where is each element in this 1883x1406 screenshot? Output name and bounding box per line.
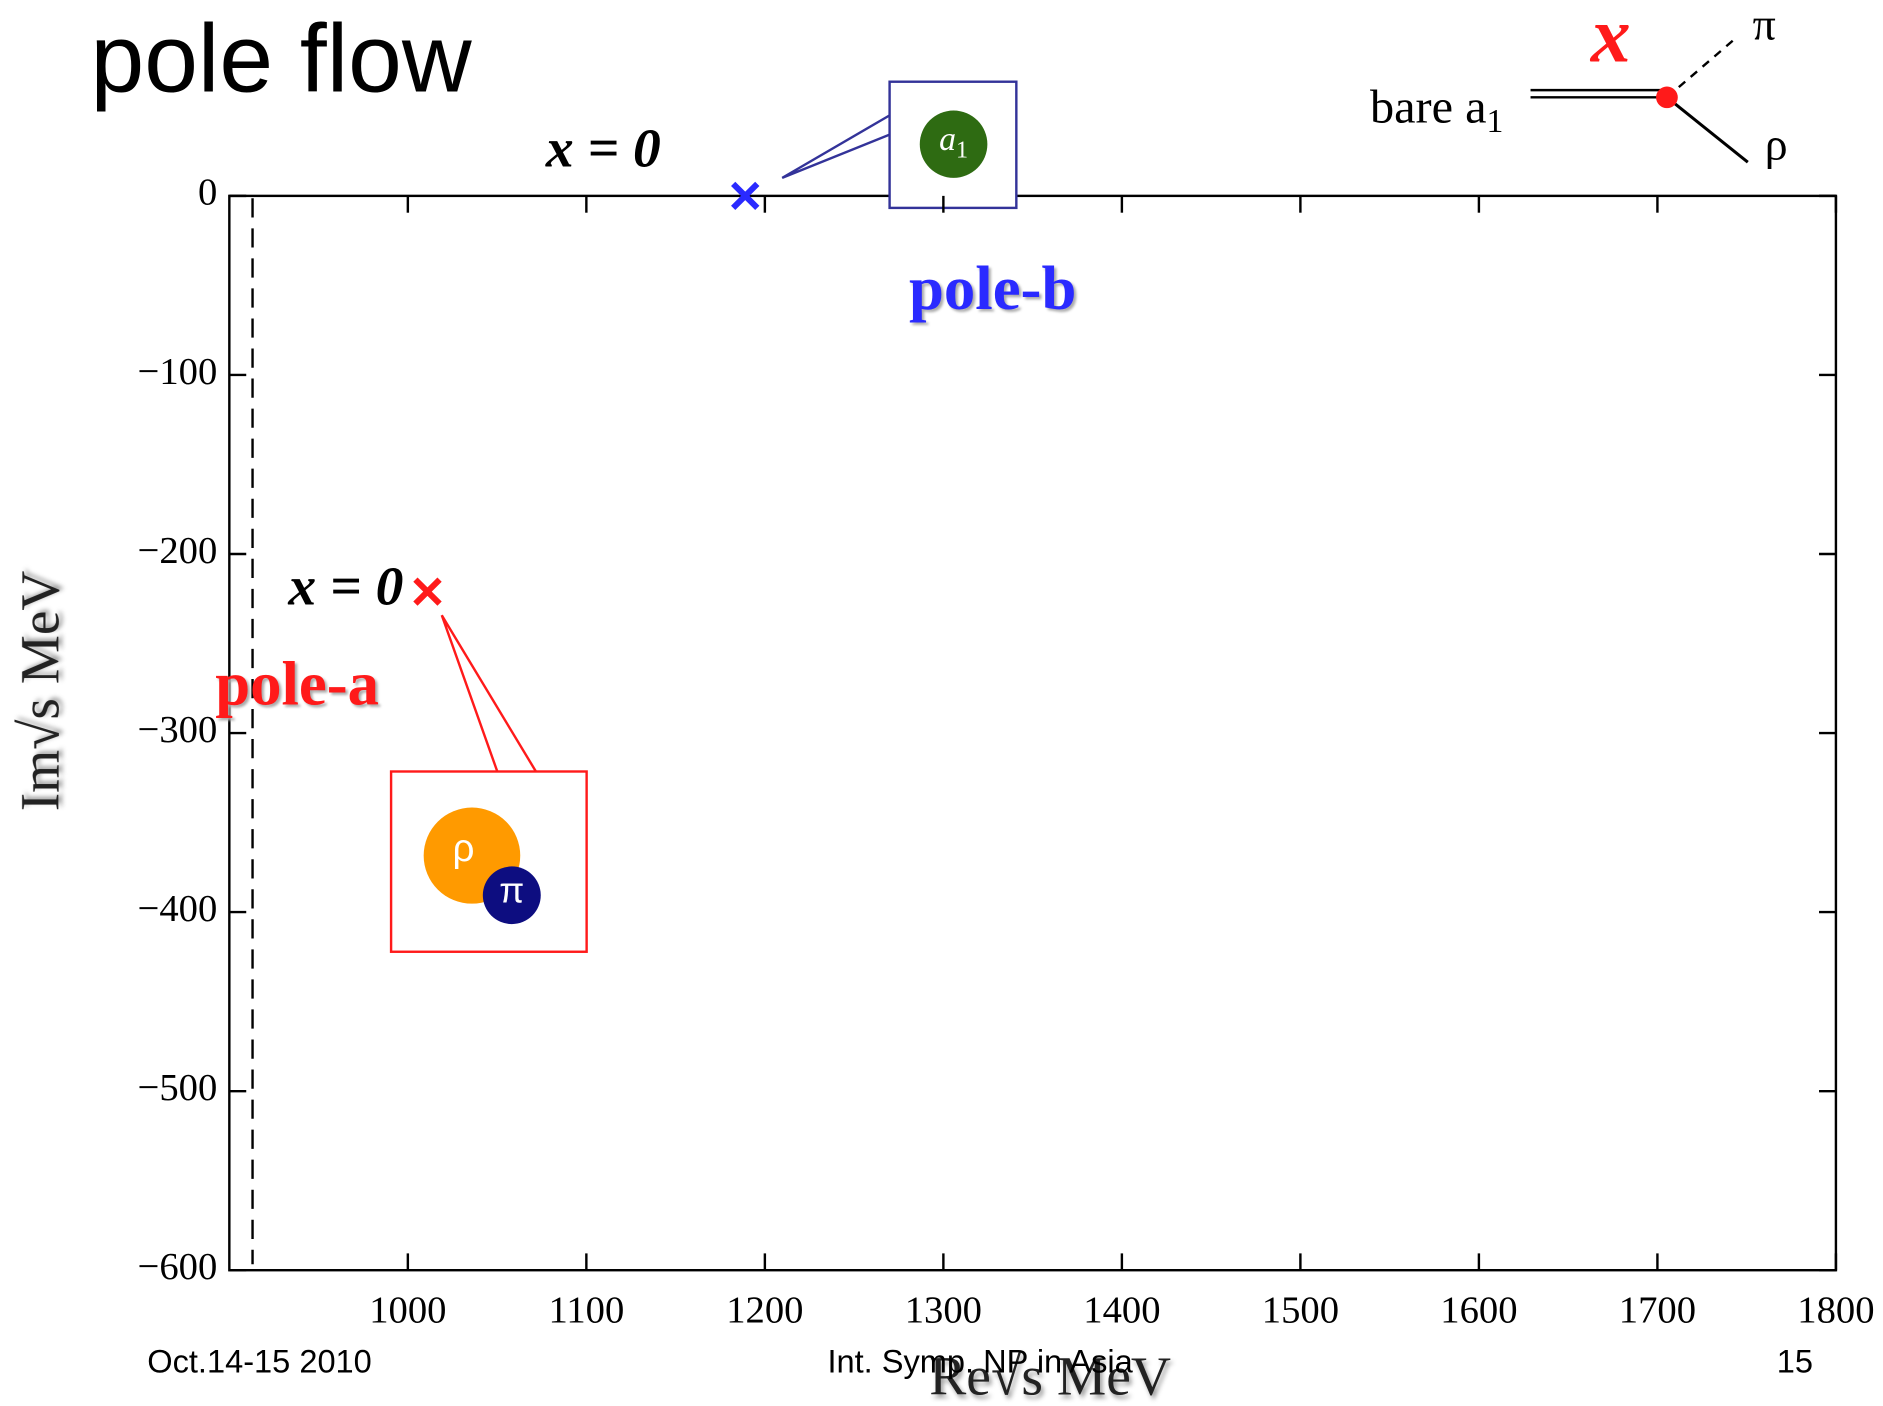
rho-text: ρ (453, 827, 475, 870)
a1-text: a (939, 121, 956, 158)
x-tick-label: 1400 (1083, 1289, 1160, 1331)
rho-label: ρ (1765, 119, 1788, 170)
callout-pointer (440, 614, 537, 773)
pole-annotation: x = 0 (545, 118, 661, 179)
pole-marker (731, 181, 760, 211)
y-tick-label: −400 (138, 888, 218, 930)
bare-text: bare a (1370, 81, 1487, 134)
footer-event: Int. Symp. NP in Asia (827, 1344, 1133, 1380)
slide-title: pole flow (91, 6, 473, 113)
pole-name: pole-b (909, 253, 1076, 323)
x-tick-label: 1000 (369, 1289, 446, 1331)
x-tick-label: 1600 (1440, 1289, 1517, 1331)
y-tick-label: −600 (138, 1246, 218, 1288)
pi-label: π (1753, 0, 1776, 49)
x-tick-label: 1800 (1797, 1289, 1874, 1331)
footer-date: Oct.14-15 2010 (147, 1344, 372, 1380)
vertex (1656, 86, 1678, 109)
y-tick-label: −300 (138, 709, 218, 751)
y-axis-label: Im√s MeV (10, 571, 71, 812)
rho-pi-callout: ρ π (389, 614, 588, 953)
a1-sub: 1 (956, 137, 968, 163)
vertex-diagram: bare a1 π ρ x (1370, 0, 1788, 169)
a1-label: a1 (939, 121, 968, 163)
x-tick-label: 1100 (548, 1289, 624, 1331)
x-tick-label: 1200 (726, 1289, 803, 1331)
y-tick-label: −100 (138, 351, 218, 393)
pi-particle (482, 866, 541, 925)
y-tick-label: −500 (138, 1067, 218, 1109)
pole-annotation: x = 0 (287, 555, 403, 616)
x-tick-label: 1700 (1619, 1289, 1696, 1331)
a1-callout: a1 (781, 80, 1018, 210)
y-tick-label: 0 (198, 172, 217, 214)
x-tick-label: 1300 (905, 1289, 982, 1331)
rho-line (1665, 96, 1749, 164)
callout-pointer (781, 114, 891, 179)
pi-text: π (499, 869, 524, 910)
pole-marker (413, 577, 442, 606)
footer-page: 15 (1777, 1344, 1813, 1380)
coupling-label: x (1590, 0, 1631, 79)
pole-name: pole-a (215, 649, 379, 719)
y-tick-label: −200 (138, 530, 218, 572)
x-tick-label: 1500 (1262, 1289, 1339, 1331)
bare-label: bare a1 (1370, 81, 1503, 140)
a1-particle (919, 110, 988, 178)
x-axis-label: Re√s MeV (929, 1346, 1171, 1406)
bare-sub: 1 (1487, 103, 1504, 140)
